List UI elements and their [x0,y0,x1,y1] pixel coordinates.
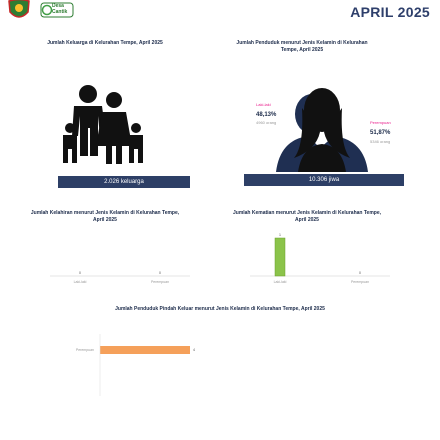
keluarga-count-bar: 2.026 keluarga [58,176,190,188]
pindah-bar-0 [100,346,190,354]
report-month: APRIL 2025 [350,4,430,20]
kematian-value-0: 1 [279,233,281,237]
kelahiran-tick-0: Laki-laki [74,280,87,284]
keluarga-title: Jumlah Keluarga di Kelurahan Tempe, Apri… [47,40,163,46]
family-icon [63,85,143,164]
male-percent: 48,13% [256,112,277,118]
kelahiran-value-1: 0 [159,271,161,275]
kematian-bar-0 [274,237,286,277]
penduduk-count-bar: 10.306 jiwa [244,174,404,186]
penduduk-count: 10.306 jiwa [308,177,340,183]
male-label: Laki-laki [256,102,271,107]
female-count: 5346 orang [370,139,391,144]
kelahiran-title: Jumlah Kelahiran menurut Jenis Kelamin d… [30,210,180,223]
female-label: Perempuan [370,120,391,125]
female-percent: 51,87% [370,130,391,136]
kematian-tick-0: Laki-laki [274,280,287,284]
pindah-tick-0: Perempuan [76,348,94,352]
pindah-value-0: 4 [193,348,195,352]
penduduk-title: Jumlah Penduduk menurut Jenis Kelamin di… [236,40,368,53]
emblem-logo [8,0,30,18]
kelahiran-chart: 0 Laki-laki 0 Perempuan [50,271,190,284]
kematian-tick-1: Perempuan [351,280,369,284]
keluarga-count: 2.026 keluarga [104,179,144,185]
kelahiran-tick-1: Perempuan [151,280,169,284]
kematian-title: Jumlah Kematian menurut Jenis Kelamin di… [232,210,381,223]
pindah-title: Jumlah Penduduk Pindah Keluar menurut Je… [115,306,325,312]
gender-icon [276,88,368,172]
desa-cantik-logo [40,2,74,18]
pindah-chart: Perempuan 4 [76,334,195,396]
male-count: 4960 orang [256,120,277,125]
kelahiran-value-0: 0 [79,271,81,275]
kematian-chart: 1 Laki-laki 0 Perempuan [250,233,390,284]
desa-cantik-text: Desa Cantik [52,3,68,15]
kematian-value-1: 0 [359,271,361,275]
